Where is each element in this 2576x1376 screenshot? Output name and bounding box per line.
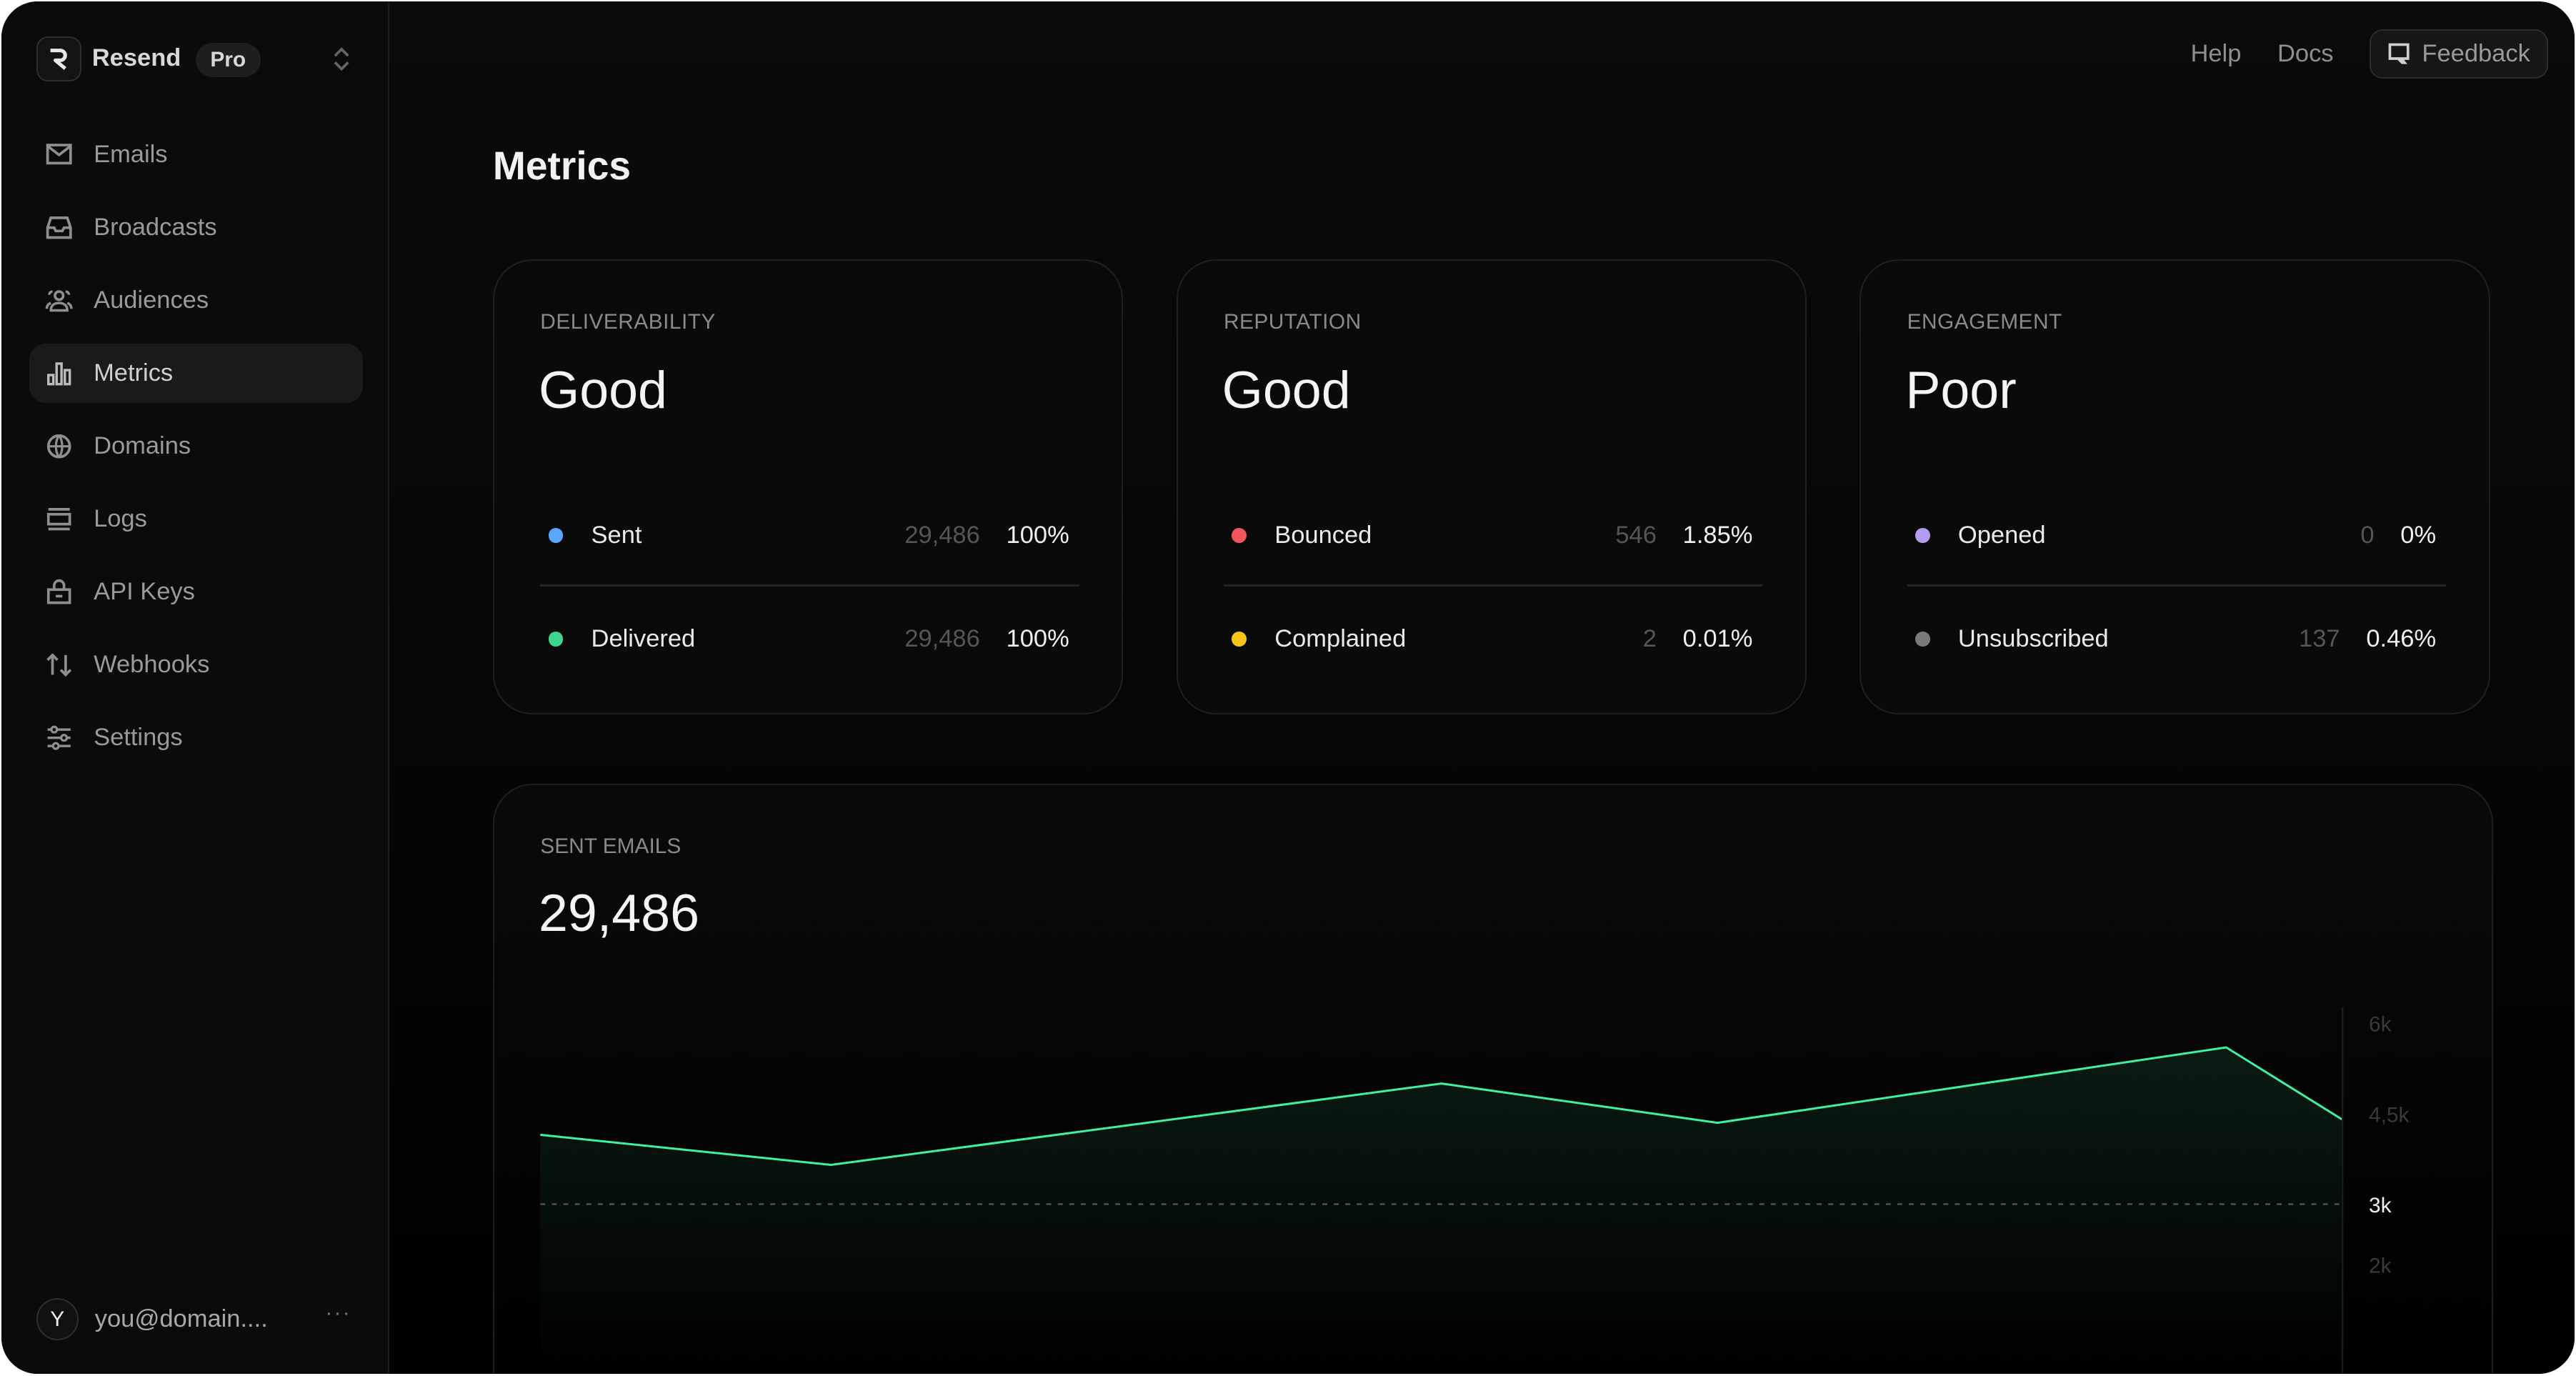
metric-row-unsubscribed: Unsubscribed 137 0.46% [1907, 619, 2446, 659]
bar-chart-icon [44, 359, 74, 388]
card-status: Good [1222, 360, 1351, 420]
divider [540, 584, 1079, 587]
y-tick-label: 3k [2369, 1194, 2392, 1217]
sidebar-item-label: Broadcasts [94, 213, 217, 241]
metric-row-sent: Sent 29,486 100% [540, 516, 1079, 555]
metric-percent: 0% [2400, 521, 2437, 549]
sidebar-item-logs[interactable]: Logs [29, 489, 363, 549]
sidebar-item-emails[interactable]: Emails [29, 125, 363, 184]
avatar: Y [36, 1298, 79, 1341]
engagement-card: ENGAGEMENT Poor Opened 0 0% Unsubscribed… [1859, 259, 2490, 714]
docs-link[interactable]: Docs [2277, 40, 2334, 68]
metric-name: Complained [1274, 624, 1407, 652]
metric-percent: 1.85% [1682, 521, 1753, 549]
more-options-icon[interactable]: ··· [325, 1301, 352, 1325]
status-dot [548, 528, 564, 543]
resend-logo[interactable] [36, 36, 82, 82]
y-tick-label: 6k [2369, 1013, 2392, 1037]
metric-count: 546 [1615, 521, 1657, 549]
arrows-up-down-icon [44, 650, 74, 679]
sent-emails-card: SENT EMAILS 29,486 6k 4,5k 3k 2k [492, 783, 2494, 1374]
metric-row-complained: Complained 2 0.01% [1224, 619, 1762, 659]
globe-icon [44, 432, 74, 461]
y-tick-label: 2k [2369, 1254, 2392, 1277]
metric-name: Delivered [591, 624, 696, 652]
status-dot [1232, 631, 1247, 647]
series-line [540, 1046, 2343, 1166]
sidebar: Resend Pro Emails Broadcasts Audiences M… [1, 1, 389, 1374]
metric-row-opened: Opened 0 0% [1907, 516, 2446, 555]
plan-badge: Pro [195, 42, 261, 78]
sidebar-item-webhooks[interactable]: Webhooks [29, 635, 363, 694]
main-content: Help Docs Feedback Metrics DELIVERABILIT… [389, 1, 2575, 1374]
metric-name: Opened [1957, 521, 2046, 549]
brand-name: Resend [91, 44, 181, 72]
sidebar-item-label: Logs [94, 505, 147, 533]
metric-name: Unsubscribed [1957, 624, 2109, 652]
metric-count: 29,486 [904, 624, 980, 652]
sidebar-item-broadcasts[interactable]: Broadcasts [29, 198, 363, 257]
metric-name: Sent [591, 521, 642, 549]
metric-percent: 100% [1006, 521, 1069, 549]
top-nav: Help Docs Feedback [2190, 29, 2548, 79]
sidebar-item-label: API Keys [94, 578, 195, 606]
sidebar-item-domains[interactable]: Domains [29, 417, 363, 476]
sidebar-item-label: Webhooks [94, 651, 210, 679]
sidebar-item-settings[interactable]: Settings [29, 709, 363, 768]
chat-bubble-icon [2388, 44, 2410, 65]
team-switcher-chevron-icon[interactable] [330, 44, 353, 80]
sidebar-nav: Emails Broadcasts Audiences Metrics Doma… [29, 125, 364, 782]
feedback-button[interactable]: Feedback [2370, 29, 2548, 79]
status-dot [548, 631, 564, 647]
metric-name: Bounced [1274, 521, 1372, 549]
users-icon [44, 286, 74, 315]
card-label: REPUTATION [1223, 310, 1362, 334]
logs-icon [44, 504, 74, 534]
card-label: ENGAGEMENT [1907, 310, 2062, 334]
divider [1907, 584, 2446, 587]
status-dot [1915, 528, 1930, 543]
metric-count: 29,486 [904, 521, 980, 549]
deliverability-card: DELIVERABILITY Good Sent 29,486 100% Del… [492, 259, 1124, 714]
sliders-icon [44, 723, 74, 752]
series-area [540, 1047, 2343, 1374]
sidebar-item-label: Settings [94, 724, 183, 752]
sidebar-item-api-keys[interactable]: API Keys [29, 562, 363, 622]
status-dot [1232, 528, 1247, 543]
divider [1223, 584, 1763, 587]
user-menu[interactable]: Y you@domain.... ··· [36, 1298, 365, 1341]
metric-count: 0 [2360, 521, 2375, 549]
inbox-icon [44, 213, 74, 242]
status-dot [1915, 631, 1930, 647]
sidebar-item-label: Metrics [94, 359, 174, 387]
sent-emails-total: 29,486 [538, 882, 700, 942]
sent-emails-chart: 6k 4,5k 3k 2k [540, 1007, 2410, 1374]
user-email: you@domain.... [94, 1305, 268, 1333]
sidebar-item-metrics[interactable]: Metrics [29, 344, 364, 403]
metric-count: 137 [2299, 624, 2340, 652]
help-link[interactable]: Help [2190, 40, 2242, 68]
metric-percent: 0.01% [1682, 624, 1753, 652]
metric-row-bounced: Bounced 546 1.85% [1224, 516, 1762, 555]
feedback-label: Feedback [2422, 40, 2530, 68]
card-status: Good [538, 360, 667, 420]
sidebar-item-label: Audiences [94, 286, 209, 314]
lock-icon [44, 577, 74, 607]
y-tick-label: 4,5k [2369, 1103, 2410, 1127]
card-label: DELIVERABILITY [540, 310, 716, 334]
sidebar-item-label: Emails [94, 140, 168, 168]
metric-percent: 100% [1006, 624, 1069, 652]
mail-icon [44, 139, 74, 169]
card-status: Poor [1905, 360, 2017, 420]
sidebar-item-audiences[interactable]: Audiences [29, 271, 363, 330]
metric-count: 2 [1642, 624, 1657, 652]
metric-row-delivered: Delivered 29,486 100% [540, 619, 1079, 659]
sent-emails-label: SENT EMAILS [540, 834, 682, 858]
sidebar-item-label: Domains [94, 432, 191, 460]
reputation-card: REPUTATION Good Bounced 546 1.85% Compla… [1176, 259, 1807, 714]
page-title: Metrics [492, 144, 631, 189]
metric-percent: 0.46% [2366, 624, 2437, 652]
